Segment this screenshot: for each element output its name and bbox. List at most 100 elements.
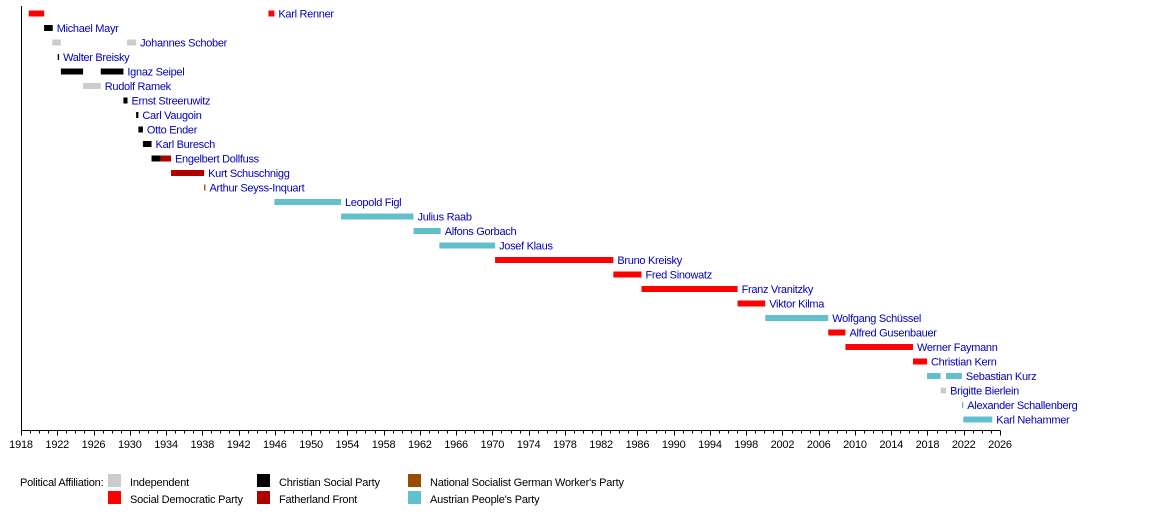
row-label-sebastian-kurz: Sebastian Kurz — [966, 371, 1036, 383]
term-bar-walter-breisky — [57, 54, 60, 60]
row-label-engelbert-dollfuss: Engelbert Dollfuss — [175, 154, 260, 166]
term-bar-johannes-schober — [52, 39, 61, 46]
term-bar-michael-mayr — [44, 25, 53, 31]
x-tick-label: 2014 — [879, 439, 903, 451]
x-tick-label: 1974 — [517, 439, 541, 451]
term-bar-alexander-schallenberg — [961, 402, 964, 408]
legend: Political Affiliation: Independent Socia… — [20, 474, 720, 514]
row-label-viktor-kilma: Viktor Kilma — [769, 299, 825, 311]
term-bar-ignaz-seipel — [100, 68, 124, 75]
term-bar-christian-kern — [912, 358, 928, 365]
x-tick-label: 1950 — [299, 439, 323, 451]
row-label-johannes-schober: Johannes Schober — [140, 38, 228, 50]
row-label-karl-nehammer: Karl Nehammer — [996, 415, 1070, 427]
term-bar-werner-faymann — [845, 344, 913, 350]
x-tick-label: 1942 — [227, 439, 251, 451]
term-bar-julius-raab — [340, 213, 414, 220]
term-bar-fred-sinowatz — [613, 271, 642, 278]
x-tick-label: 1954 — [335, 439, 359, 451]
x-tick-label: 2022 — [952, 439, 976, 451]
legend-title: Political Affiliation: — [20, 477, 104, 489]
x-tick-label: 1918 — [9, 439, 33, 451]
row-label-arthur-seyss-inquart: Arthur Seyss-Inquart — [209, 183, 304, 195]
legend-label-national-socialist: National Socialist German Worker's Party — [430, 477, 624, 489]
row-label-fred-sinowatz: Fred Sinowatz — [645, 270, 711, 282]
row-label-michael-mayr: Michael Mayr — [57, 23, 119, 35]
x-tick-label: 2010 — [843, 439, 867, 451]
row-label-ignaz-seipel: Ignaz Seipel — [127, 67, 184, 79]
row-label-brigitte-bierlein: Brigitte Bierlein — [950, 386, 1019, 398]
legend-label-fatherland-front: Fatherland Front — [279, 494, 358, 506]
row-label-alfred-gusenbauer: Alfred Gusenbauer — [849, 328, 937, 340]
row-label-werner-faymann: Werner Faymann — [917, 342, 998, 354]
row-label-walter-breisky: Walter Breisky — [63, 52, 130, 64]
legend-label-independent: Independent — [130, 477, 189, 489]
term-bar-ernst-streeruwitz — [123, 97, 128, 104]
x-tick-label: 1970 — [481, 439, 505, 451]
row-label-leopold-figl: Leopold Figl — [345, 197, 401, 209]
row-label-otto-ender: Otto Ender — [147, 125, 198, 137]
term-bar-johannes-schober — [127, 39, 137, 46]
x-tick-label: 1962 — [408, 439, 432, 451]
row-label-rudolf-ramek: Rudolf Ramek — [105, 81, 172, 93]
term-bar-engelbert-dollfuss — [160, 155, 172, 162]
x-tick-label: 1978 — [553, 439, 577, 451]
x-tick-label: 2026 — [988, 439, 1012, 451]
row-label-franz-vranitzky: Franz Vranitzky — [742, 284, 814, 296]
legend-label-austrian-peoples: Austrian People's Party — [430, 494, 540, 506]
legend-swatch-national-socialist — [408, 474, 421, 487]
term-bar-karl-nehammer — [963, 416, 993, 423]
x-axis-ticks: 1918 1922 1926 1930 1934 1938 1942 1946 1950 1954… — [9, 430, 1012, 451]
legend-label-social-democratic: Social Democratic Party — [130, 494, 243, 506]
term-bar-viktor-kilma — [737, 300, 766, 307]
term-bar-leopold-figl — [274, 199, 341, 205]
term-bar-brigitte-bierlein — [940, 387, 947, 394]
x-tick-label: 1994 — [698, 439, 722, 451]
x-tick-label: 2002 — [771, 439, 795, 451]
row-label-alexander-schallenberg: Alexander Schallenberg — [967, 400, 1077, 412]
x-tick-label: 1998 — [734, 439, 758, 451]
term-bar-karl-buresch — [142, 141, 152, 147]
term-bar-karl-renner — [28, 10, 45, 17]
x-tick-label: 1934 — [154, 439, 178, 451]
term-bar-carl-vaugoin — [136, 112, 139, 118]
row-label-christian-kern: Christian Kern — [931, 357, 997, 369]
row-label-wolfgang-schussel: Wolfgang Schüssel — [832, 313, 921, 325]
term-bar-kurt-schuschnigg — [171, 170, 205, 176]
x-tick-label: 1930 — [118, 439, 142, 451]
x-tick-label: 1946 — [263, 439, 287, 451]
row-label-karl-renner: Karl Renner — [278, 9, 334, 21]
term-bar-arthur-seyss-inquart — [204, 184, 206, 191]
x-tick-label: 1926 — [82, 439, 106, 451]
legend-swatch-christian-social — [257, 474, 270, 487]
term-bar-engelbert-dollfuss — [151, 155, 161, 162]
x-tick-label: 1982 — [589, 439, 613, 451]
row-label-bruno-kreisky: Bruno Kreisky — [617, 255, 682, 267]
legend-swatch-independent — [108, 474, 121, 487]
term-bars — [28, 10, 993, 423]
term-bar-josef-klaus — [439, 242, 496, 249]
x-tick-label: 2018 — [916, 439, 940, 451]
x-tick-label: 1958 — [372, 439, 396, 451]
term-bar-otto-ender — [138, 126, 143, 133]
term-bar-sebastian-kurz — [946, 373, 962, 379]
x-tick-label: 1966 — [444, 439, 468, 451]
term-bar-bruno-kreisky — [495, 257, 614, 263]
legend-swatch-fatherland-front — [257, 491, 270, 504]
term-bar-rudolf-ramek — [83, 83, 101, 89]
term-bar-wolfgang-schussel — [765, 315, 829, 321]
row-label-ernst-streeruwitz: Ernst Streeruwitz — [132, 96, 211, 108]
term-bar-franz-vranitzky — [641, 286, 738, 292]
row-label-karl-buresch: Karl Buresch — [156, 139, 216, 151]
timeline-chart: 1918 1922 1926 1930 1934 1938 1942 1946 1950 1954… — [9, 6, 1078, 451]
x-tick-label: 1938 — [190, 439, 214, 451]
row-label-julius-raab: Julius Raab — [418, 212, 472, 224]
term-bar-karl-renner — [268, 10, 275, 17]
term-bar-alfons-gorbach — [413, 228, 441, 234]
x-tick-label: 1986 — [626, 439, 650, 451]
legend-label-christian-social: Christian Social Party — [279, 477, 380, 489]
row-label-alfons-gorbach: Alfons Gorbach — [445, 226, 517, 238]
row-label-kurt-schuschnigg: Kurt Schuschnigg — [208, 168, 290, 180]
row-labels: Karl Renner Michael Mayr Johannes Schober W… — [57, 9, 1078, 427]
x-tick-label: 2006 — [807, 439, 831, 451]
